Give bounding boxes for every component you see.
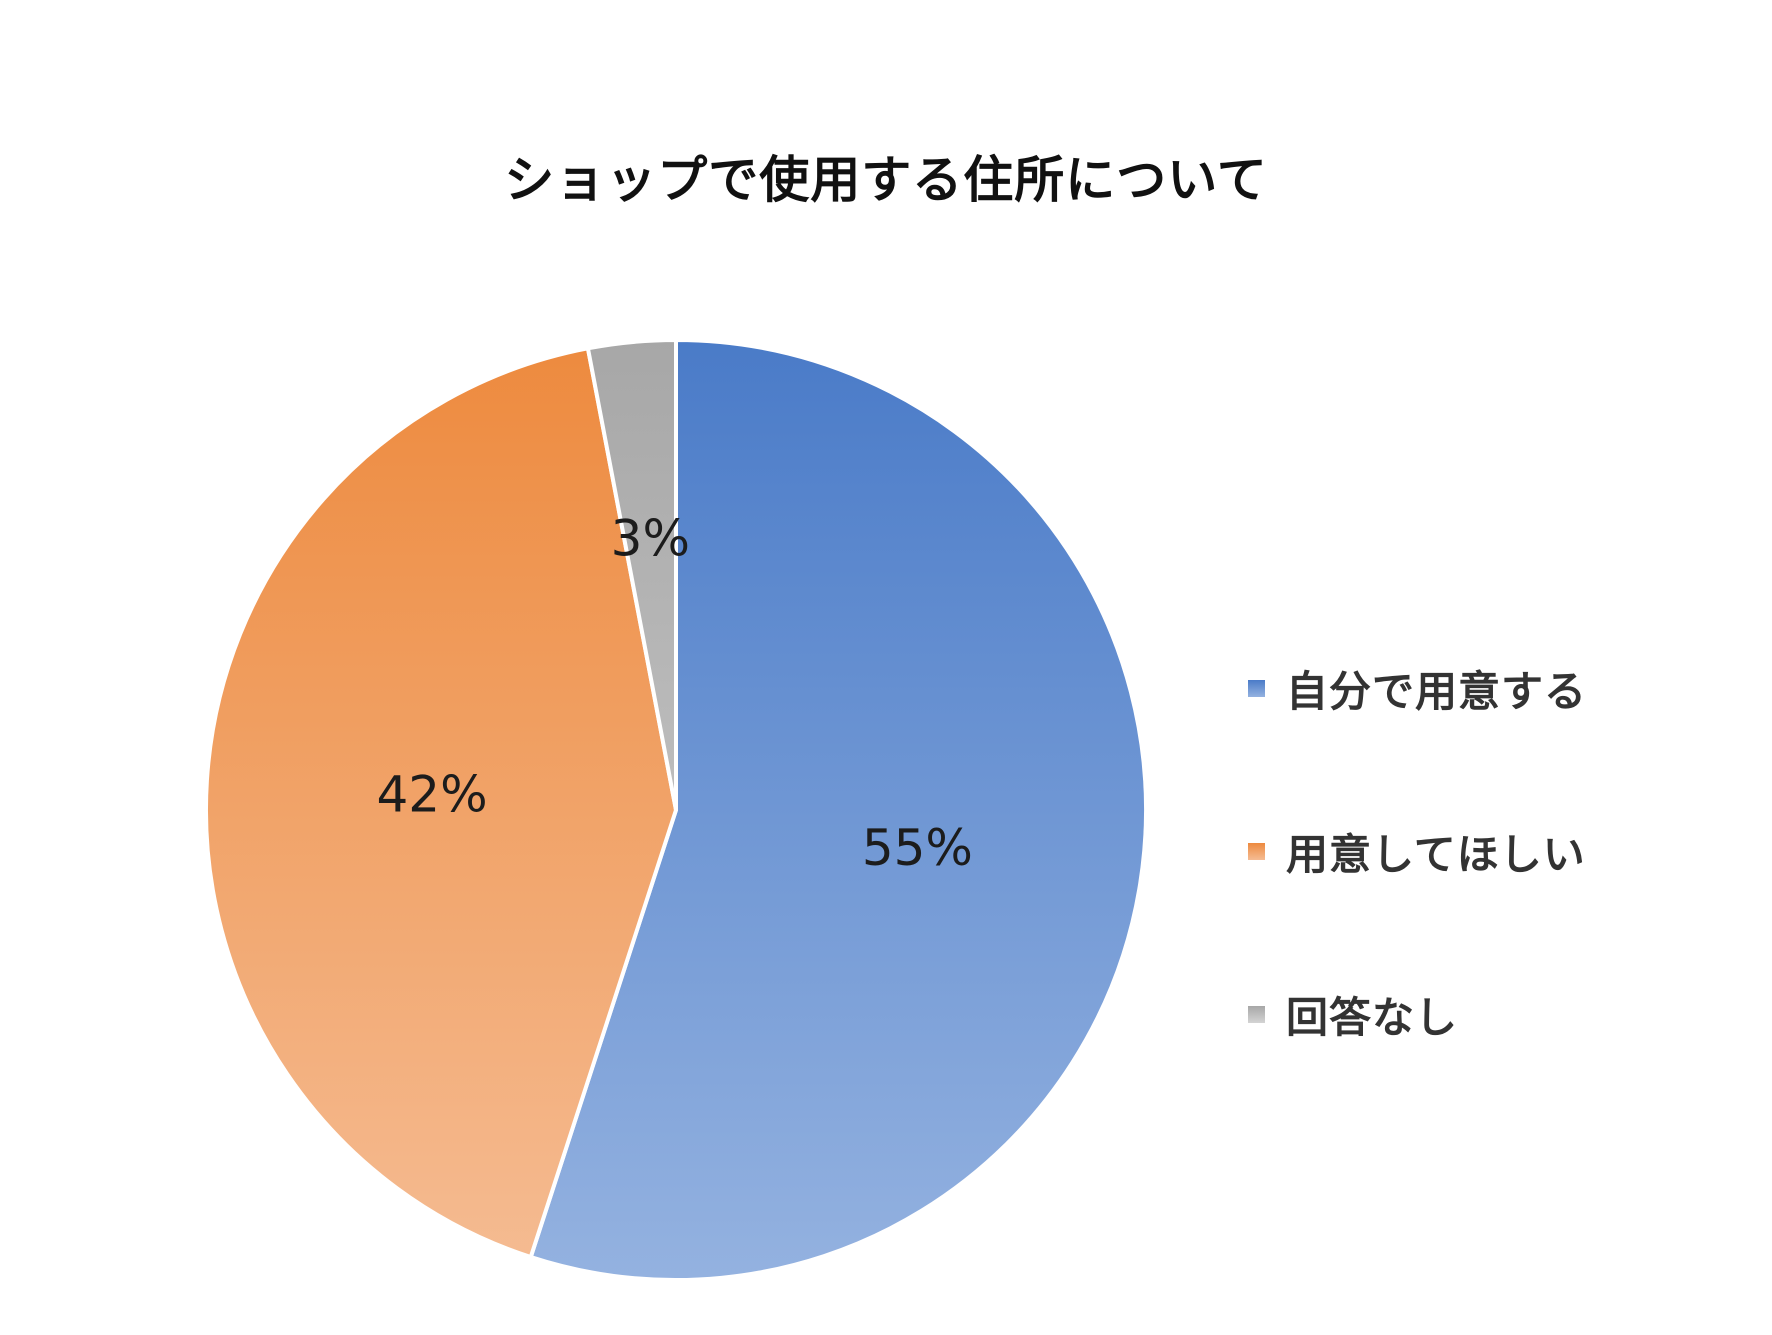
chart-title: ショップで使用する住所について <box>504 151 1268 209</box>
pie-slice-no-answer <box>585 338 678 812</box>
legend-label-want-provided: 用意してほしい <box>1286 830 1586 879</box>
legend-item-self-prepare: 自分で用意する <box>1248 658 1587 719</box>
data-label-want-provided: 42% <box>377 766 488 824</box>
pie-slice-self-prepare <box>528 338 1148 1282</box>
legend-item-want-provided: 用意してほしい <box>1248 821 1586 882</box>
data-label-no-answer: 3% <box>611 510 690 568</box>
pie-slice-want-provided <box>203 346 678 1259</box>
legend-swatch-self-prepare <box>1248 680 1265 697</box>
pie-slices <box>203 338 1148 1282</box>
pie-data-labels: 55% 42% 3% <box>377 510 973 878</box>
legend-item-no-answer: 回答なし <box>1248 984 1458 1045</box>
data-label-self-prepare: 55% <box>862 819 973 877</box>
legend-swatch-want-provided <box>1248 843 1265 860</box>
legend-swatch-no-answer <box>1248 1006 1265 1023</box>
legend-label-no-answer: 回答なし <box>1286 993 1459 1042</box>
legend-label-self-prepare: 自分で用意する <box>1286 667 1588 716</box>
